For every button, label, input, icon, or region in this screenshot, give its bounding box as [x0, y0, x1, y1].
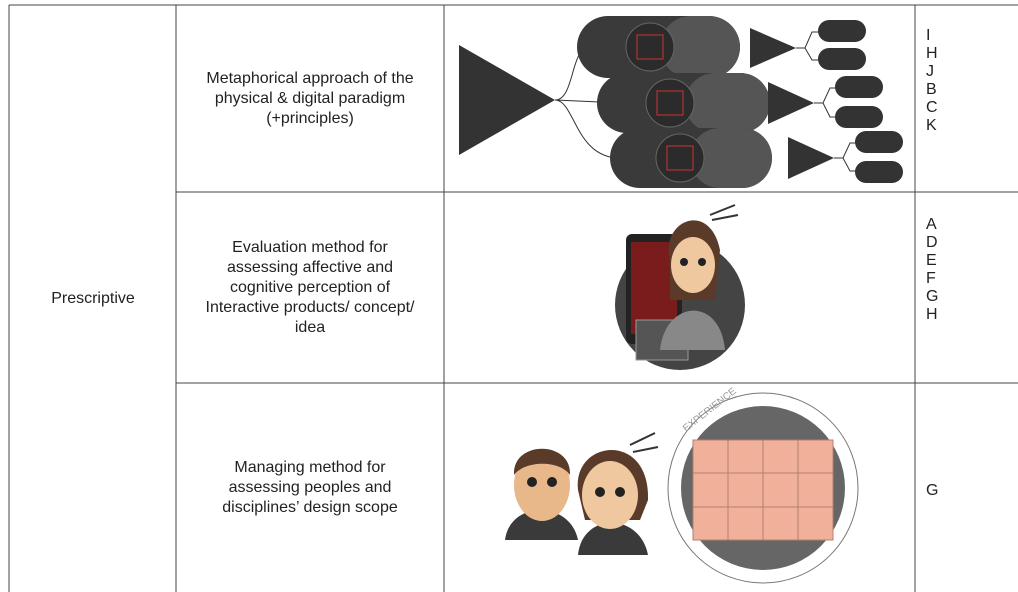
- description-cell: Metaphorical approach of the physical & …: [206, 70, 414, 127]
- category-cell: Prescriptive: [51, 289, 135, 307]
- code-list: G: [926, 482, 938, 500]
- description-cell: Managing method for assessing peoples an…: [222, 459, 398, 516]
- evaluation-illustration: [615, 204, 745, 370]
- paradigm-illustration: [459, 16, 903, 188]
- table-grid: [8, 4, 1018, 592]
- code: J: [926, 63, 934, 80]
- code: H: [926, 45, 938, 62]
- code: I: [926, 27, 931, 44]
- code: F: [926, 270, 936, 287]
- code: G: [926, 288, 939, 305]
- code: K: [926, 117, 937, 134]
- code: B: [926, 81, 937, 98]
- description-cell: Evaluation method for assessing affectiv…: [205, 239, 415, 336]
- code: E: [926, 252, 937, 269]
- code: G: [926, 482, 939, 499]
- code: D: [926, 234, 938, 251]
- code: H: [926, 306, 938, 323]
- code: C: [926, 99, 938, 116]
- code: A: [926, 216, 937, 233]
- managing-illustration: EXPERIENCE: [505, 386, 859, 584]
